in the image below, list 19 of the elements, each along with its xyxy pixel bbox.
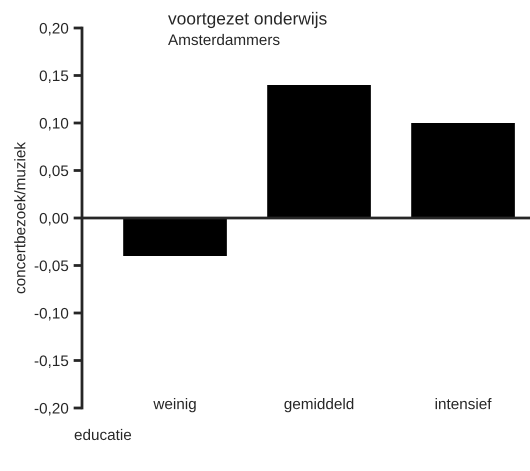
bar (411, 123, 515, 218)
y-tick-label: 0,15 (40, 70, 68, 83)
x-axis-title: educatie (74, 428, 132, 440)
y-tick-label: -0,05 (34, 260, 68, 273)
chart-title: voortgezet onderwijs (168, 12, 327, 28)
chart-subtitle: Amsterdammers (168, 34, 280, 46)
y-tick-label: -0,10 (34, 308, 68, 320)
bar (267, 85, 371, 218)
y-tick-label: -0,15 (34, 355, 68, 368)
y-tick-label: 0,20 (40, 22, 68, 36)
x-tick-label: weinig (153, 398, 196, 412)
y-tick-label: 0,10 (40, 118, 68, 130)
x-tick-label: intensief (436, 398, 492, 410)
y-tick-label: -0,20 (34, 402, 68, 416)
y-tick-label: 0,00 (40, 212, 68, 226)
y-tick-label: 0,05 (40, 165, 68, 178)
x-tick-label: gemiddeld (284, 398, 354, 412)
bar (123, 218, 227, 256)
y-axis-title: concertbezoek/muziek (14, 142, 26, 294)
